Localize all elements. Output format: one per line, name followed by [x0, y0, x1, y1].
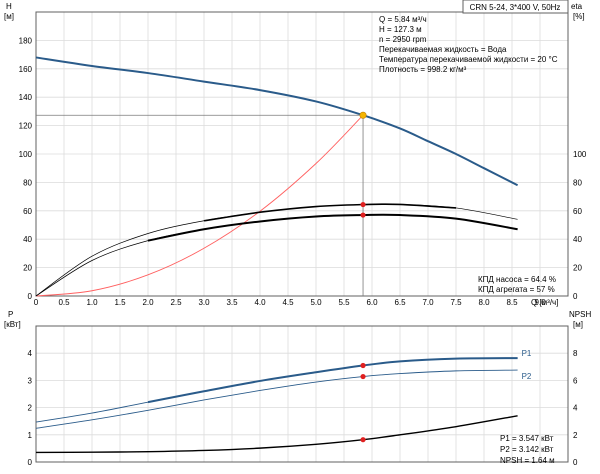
- x-tick-label: 5.5: [338, 298, 350, 307]
- bottom-left-axis-title-line1: P: [8, 310, 13, 319]
- info-q: Q = 5.84 м³/ч: [379, 15, 427, 24]
- bottom-left-tick-label: 1: [28, 431, 33, 440]
- top-left-axis-title-line2: [м]: [4, 12, 14, 21]
- top-right-axis-title-line1: eta: [571, 2, 583, 11]
- op-point-p2: [360, 373, 366, 380]
- top-left-tick-label: 20: [23, 264, 32, 273]
- bottom-right-tick-label: 4: [573, 404, 578, 413]
- bottom-left-tick-label: 4: [28, 349, 33, 358]
- bottom-ticks: 0 1 2 3 4 0 2 4 6 8: [28, 349, 578, 467]
- top-info-block: Q = 5.84 м³/ч H = 127.3 м n = 2950 rpm П…: [379, 15, 558, 74]
- x-tick-label: 5.0: [310, 298, 322, 307]
- bottom-series: P1 P2: [35, 349, 532, 454]
- title-box: [462, 0, 569, 14]
- info-p2: P2 = 3.142 кВт: [500, 445, 554, 454]
- info-h: H = 127.3 м: [379, 25, 422, 34]
- top-series: [35, 56, 519, 297]
- x-tick-label: 6.5: [394, 298, 406, 307]
- efficiency-info-block: КПД насоса = 64.4 % КПД агрегата = 57 %: [478, 275, 556, 294]
- pump-head-curve: [35, 56, 519, 187]
- top-left-axis-title-line1: H: [6, 2, 12, 11]
- top-right-tick-label: 0: [573, 292, 578, 301]
- eta-unit-curve-bold: [147, 213, 518, 242]
- x-tick-label: 6.0: [366, 298, 378, 307]
- op-point-p1: [360, 362, 366, 369]
- bottom-info-block: P1 = 3.547 кВт P2 = 3.142 кВт NPSH = 1.6…: [500, 434, 555, 465]
- top-grid: [36, 12, 568, 296]
- bottom-left-axis-title-line2: [кВт]: [4, 320, 21, 329]
- x-tick-label: 0.5: [58, 298, 70, 307]
- top-left-tick-label: 120: [19, 122, 33, 131]
- info-npsh: NPSH = 1.64 м: [500, 456, 555, 465]
- p1-series-label: P1: [522, 349, 532, 358]
- op-point-eta-unit: [360, 212, 366, 218]
- x-tick-label: 7.5: [450, 298, 462, 307]
- op-point-eta-pump: [360, 201, 366, 208]
- x-tick-label: 1.0: [86, 298, 98, 307]
- top-left-tick-label: 80: [23, 178, 32, 187]
- bottom-plot-frame: [35, 325, 569, 463]
- op-point-head: [359, 111, 367, 119]
- info-eta-unit: КПД агрегата = 57 %: [478, 285, 555, 294]
- top-right-axis-title-line2: [%]: [573, 12, 585, 21]
- bottom-right-tick-label: 2: [573, 431, 578, 440]
- top-ticks: 0 0.5 1.0 1.5 2.0 2.5 3.0 3.5 4.0 4.5 5.0 5.5 6.0 6.5…: [19, 36, 587, 307]
- bottom-left-tick-label: 3: [28, 376, 33, 385]
- bottom-right-tick-label: 6: [573, 376, 578, 385]
- top-left-tick-label: 180: [19, 36, 33, 45]
- top-left-tick-label: 40: [23, 235, 32, 244]
- top-left-tick-label: 60: [23, 207, 32, 216]
- x-tick-label: 3.5: [226, 298, 238, 307]
- x-tick-label: 3.0: [198, 298, 210, 307]
- x-tick-label: 8.0: [478, 298, 490, 307]
- power-p2-curve: [35, 369, 518, 429]
- bottom-right-tick-label: 0: [573, 458, 578, 467]
- bottom-right-tick-label: 8: [573, 349, 578, 358]
- eta-pump-curve-bold: [203, 203, 457, 222]
- info-liquid: Перекачиваемая жидкость = Вода: [379, 45, 507, 54]
- x-tick-label: 1.5: [114, 298, 126, 307]
- top-left-tick-label: 100: [19, 150, 33, 159]
- bottom-grid: [36, 326, 568, 462]
- x-tick-label: 2.0: [142, 298, 154, 307]
- x-tick-label: 8.5: [506, 298, 518, 307]
- info-temperature: Температура перекачиваемой жидкости = 20…: [379, 55, 558, 64]
- top-left-tick-label: 140: [19, 93, 33, 102]
- bottom-left-tick-label: 0: [28, 458, 33, 467]
- top-left-tick-label: 0: [28, 292, 33, 301]
- x-tick-label: 7.0: [422, 298, 434, 307]
- p2-series-label: P2: [522, 372, 532, 381]
- npsh-curve: [35, 415, 518, 454]
- top-right-tick-label: 20: [573, 264, 582, 273]
- top-plot-frame: [35, 11, 569, 297]
- title-box-text: CRN 5-24, 3*400 V, 50Hz: [470, 3, 561, 12]
- top-right-tick-label: 40: [573, 235, 582, 244]
- info-n: n = 2950 rpm: [379, 35, 427, 44]
- power-p1-curve-bold: [147, 357, 518, 404]
- system-curve: [35, 114, 364, 297]
- info-density: Плотность = 998.2 кг/м³: [379, 65, 467, 74]
- x-tick-label: 0: [34, 298, 39, 307]
- top-x-axis-title: Q [м³/ч]: [531, 298, 558, 307]
- top-right-tick-label: 80: [573, 178, 582, 187]
- top-right-tick-label: 100: [573, 150, 587, 159]
- op-point-npsh: [360, 437, 366, 443]
- bottom-left-tick-label: 2: [28, 404, 33, 413]
- info-p1: P1 = 3.547 кВт: [500, 434, 554, 443]
- bottom-right-axis-title-line2: [м]: [573, 320, 583, 329]
- top-left-tick-label: 160: [19, 65, 33, 74]
- x-tick-label: 2.5: [170, 298, 182, 307]
- x-tick-label: 4.5: [282, 298, 294, 307]
- x-tick-label: 9.0: [534, 298, 546, 307]
- info-eta-pump: КПД насоса = 64.4 %: [478, 275, 556, 284]
- top-right-tick-label: 60: [573, 207, 582, 216]
- bottom-right-axis-title-line1: NPSH: [569, 310, 591, 319]
- x-tick-label: 4.0: [254, 298, 266, 307]
